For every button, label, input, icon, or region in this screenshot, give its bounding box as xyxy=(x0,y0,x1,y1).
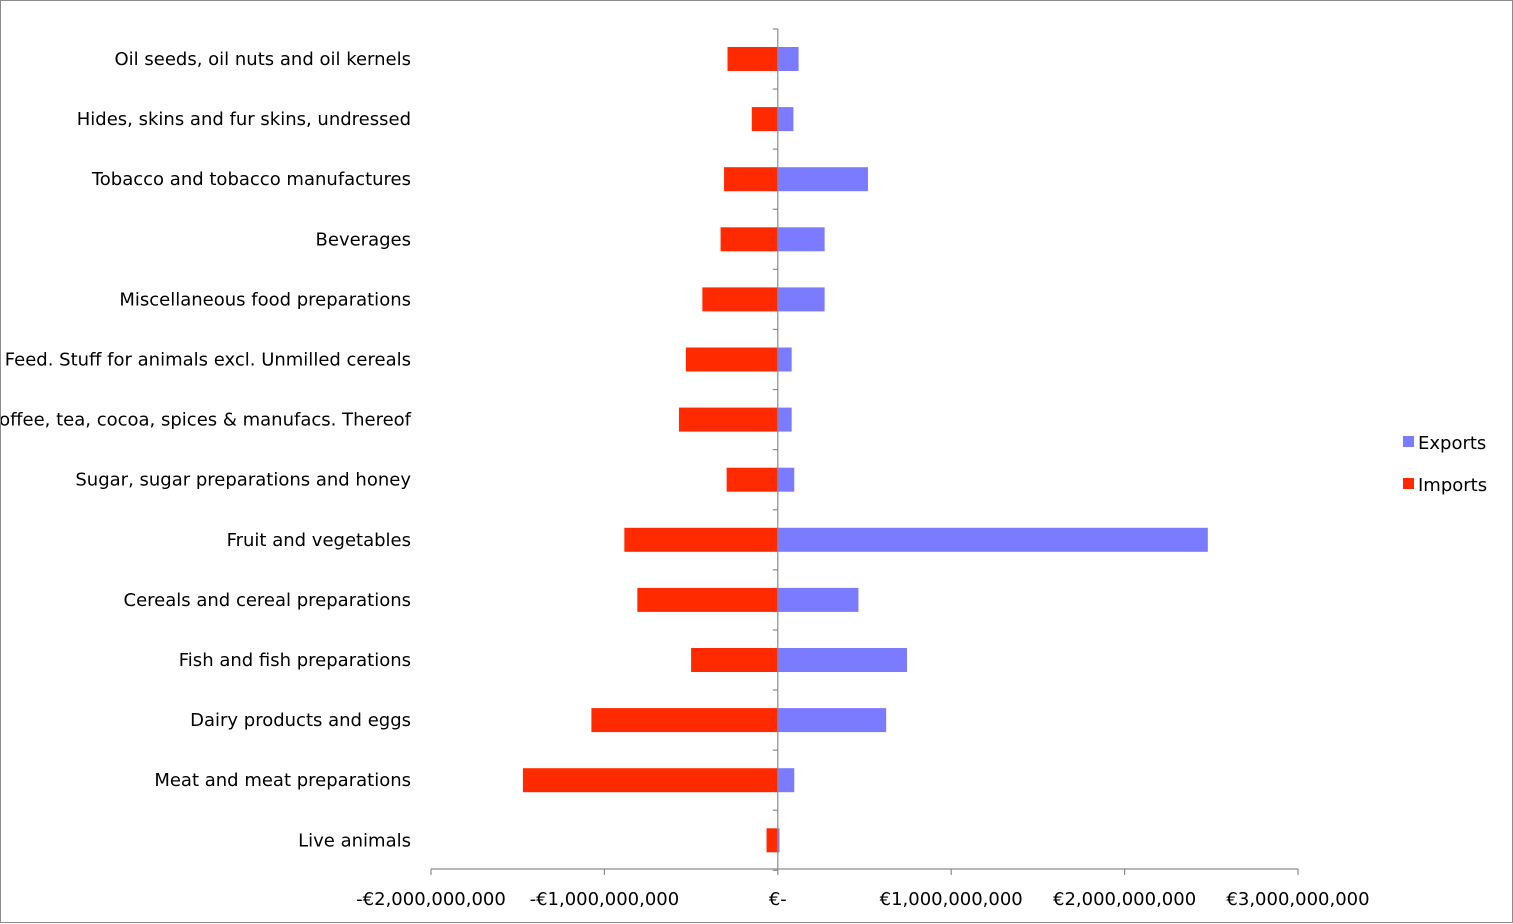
legend-label-imports: Imports xyxy=(1418,475,1487,496)
imports-bar xyxy=(726,467,778,492)
exports-bar xyxy=(777,287,825,312)
exports-bar xyxy=(777,587,859,612)
legend-label-exports: Exports xyxy=(1418,433,1486,454)
imports-bar xyxy=(624,527,778,552)
imports-bar xyxy=(724,167,778,192)
x-tick-label: -€2,000,000,000 xyxy=(356,889,506,910)
x-tick-label: -€1,000,000,000 xyxy=(530,889,680,910)
category-label: Tobacco and tobacco manufactures xyxy=(91,169,411,190)
exports-bar xyxy=(777,347,792,372)
category-label: Hides, skins and fur skins, undressed xyxy=(77,109,411,130)
imports-bar xyxy=(727,47,778,71)
bars-layer xyxy=(522,47,1208,853)
exports-bar xyxy=(777,828,780,853)
exports-bar xyxy=(777,227,825,252)
category-label: Oil seeds, oil nuts and oil kernels xyxy=(115,49,412,70)
exports-bar xyxy=(777,167,868,192)
x-tick-label: €1,000,000,000 xyxy=(880,889,1023,910)
category-label: Beverages xyxy=(316,229,411,250)
category-label: Fruit and vegetables xyxy=(227,530,411,551)
category-label: Dairy products and eggs xyxy=(190,710,411,731)
x-tick-labels: -€2,000,000,000 -€1,000,000,000 €- €1,000,0… xyxy=(356,889,1369,910)
category-label: Feed. Stuff for animals excl. Unmilled c… xyxy=(5,350,411,371)
exports-bar xyxy=(777,708,887,733)
category-label: Meat and meat preparations xyxy=(154,770,411,791)
imports-bar xyxy=(591,708,778,733)
exports-bar xyxy=(777,527,1208,552)
imports-bar xyxy=(691,648,778,672)
exports-bar xyxy=(777,648,907,672)
x-tick-label: €2,000,000,000 xyxy=(1053,889,1196,910)
legend-swatch-imports xyxy=(1403,478,1414,489)
category-label: Miscellaneous food preparations xyxy=(119,289,411,310)
x-tick-label: €- xyxy=(769,889,787,910)
category-labels: Live animals Meat and meat preparations Da… xyxy=(1,49,412,851)
axes-layer xyxy=(430,28,1299,875)
category-label: Sugar, sugar preparations and honey xyxy=(75,470,411,491)
category-label: Coffee, tea, cocoa, spices & manufacs. T… xyxy=(1,410,412,431)
imports-bar xyxy=(522,768,778,793)
legend-swatch-exports xyxy=(1403,436,1414,447)
x-tick-label: €3,000,000,000 xyxy=(1226,889,1369,910)
category-label: Live animals xyxy=(298,830,411,851)
exports-bar xyxy=(777,467,795,492)
exports-bar xyxy=(777,47,799,71)
category-label: Cereals and cereal preparations xyxy=(124,590,412,611)
exports-bar xyxy=(777,107,794,132)
imports-bar xyxy=(720,227,778,252)
imports-bar xyxy=(702,287,778,312)
imports-bar xyxy=(637,587,778,612)
legend: Exports Imports xyxy=(1403,433,1487,496)
imports-bar xyxy=(766,828,778,853)
imports-bar xyxy=(685,347,778,372)
imports-bar xyxy=(678,407,778,432)
category-label: Fish and fish preparations xyxy=(179,650,411,671)
exports-bar xyxy=(777,407,792,432)
imports-bar xyxy=(751,107,778,132)
exports-bar xyxy=(777,768,795,793)
